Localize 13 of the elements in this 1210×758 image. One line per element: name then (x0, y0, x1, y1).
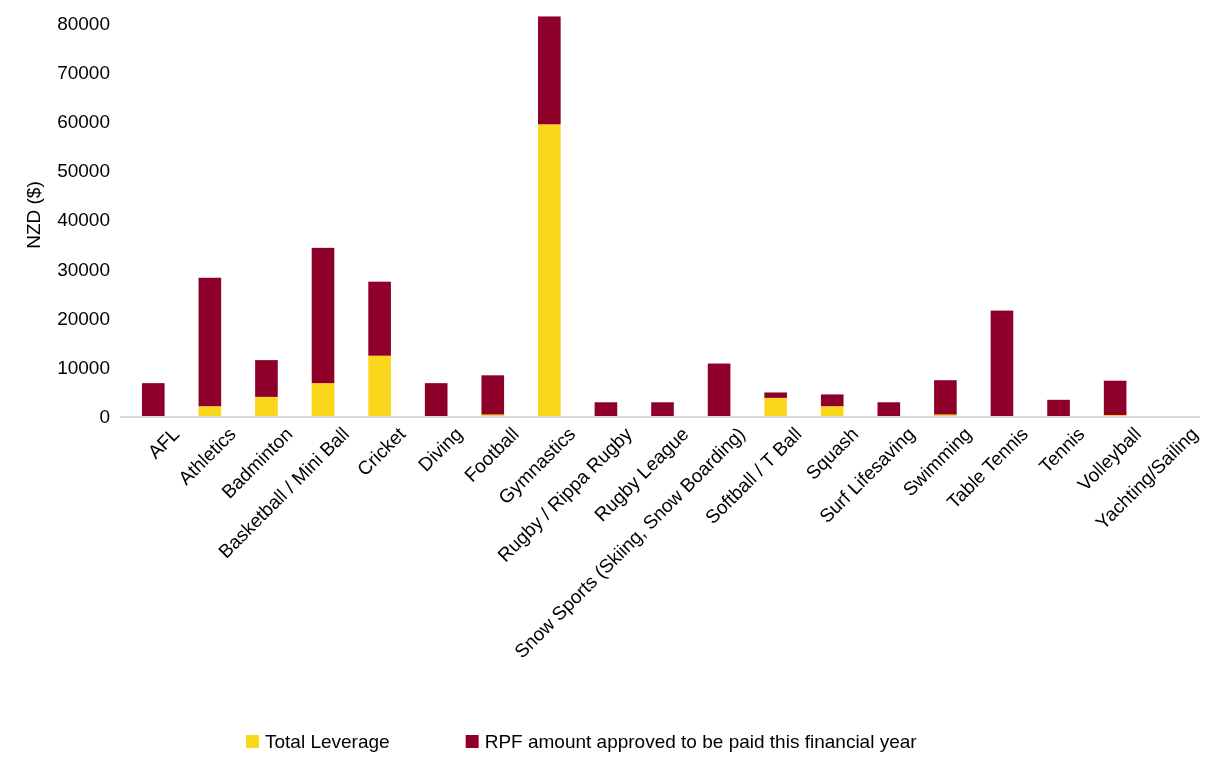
y-tick-label: 70000 (57, 62, 110, 84)
y-tick-label: 80000 (57, 13, 110, 35)
y-tick-label: 60000 (57, 111, 110, 133)
y-tick-label: 0 (99, 405, 110, 427)
y-tick-label: 10000 (57, 356, 110, 378)
x-tick-label: AFL (143, 423, 184, 463)
y-tick-label: 20000 (57, 307, 110, 329)
y-tick-label: 50000 (57, 160, 110, 182)
y-tick-label: 30000 (57, 258, 110, 280)
y-tick-label: 40000 (57, 209, 110, 231)
legend-label: RPF amount approved to be paid this financial year (484, 731, 918, 752)
legend-label: Total Leverage (265, 731, 390, 752)
y-axis-title: NZD ($) (23, 181, 44, 249)
